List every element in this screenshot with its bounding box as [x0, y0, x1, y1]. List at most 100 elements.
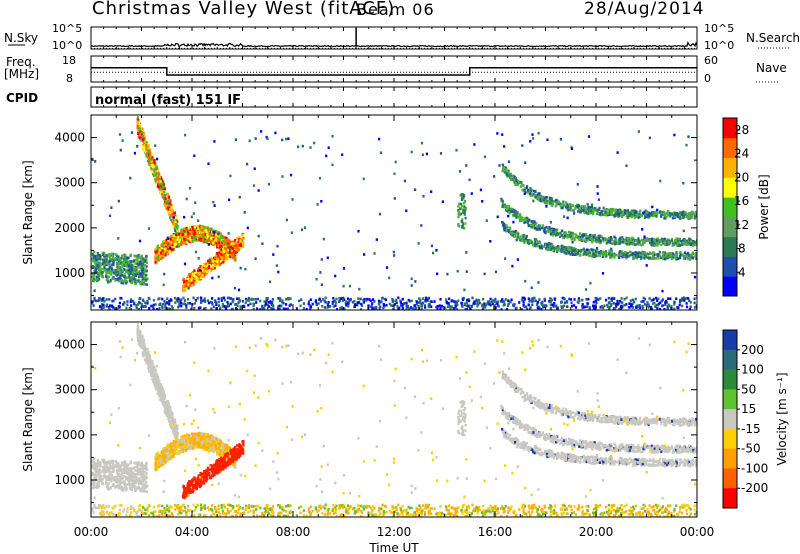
- power-echo: [467, 298, 470, 301]
- power-echo: [583, 205, 587, 208]
- power-echo: [149, 151, 152, 155]
- power-echo: [138, 127, 141, 131]
- power-echo: [455, 308, 458, 310]
- power-echo: [601, 250, 604, 254]
- power-echo: [187, 284, 190, 288]
- power-echo: [419, 301, 422, 305]
- power-echo: [103, 263, 106, 267]
- power-echo: [616, 209, 620, 212]
- power-echo: [101, 271, 104, 274]
- power-echo: [545, 304, 548, 307]
- power-echo: [266, 303, 269, 307]
- power-echo: [512, 213, 515, 217]
- power-echo: [488, 303, 491, 306]
- power-echo: [671, 244, 674, 247]
- power-echo: [176, 299, 179, 303]
- power-echo: [478, 301, 481, 305]
- power-echo: [193, 238, 196, 242]
- power-echo: [211, 241, 215, 245]
- power-echo: [563, 297, 566, 301]
- power-echo: [555, 229, 558, 232]
- power-echo: [216, 252, 219, 255]
- power-echo: [135, 269, 138, 272]
- power-echo: [359, 297, 362, 301]
- power-echo: [191, 234, 195, 238]
- power-echo: [169, 208, 172, 211]
- power-echo: [125, 276, 128, 279]
- power-echo: [526, 239, 529, 242]
- power-echo: [420, 303, 424, 306]
- power-echo: [136, 260, 139, 263]
- power-echo: [105, 278, 108, 282]
- power-echo: [202, 240, 205, 244]
- power-echo: [539, 195, 542, 198]
- power-echo: [155, 165, 158, 168]
- power-echo: [162, 245, 165, 249]
- power-echo: [213, 263, 216, 266]
- power-echo: [126, 265, 129, 269]
- power-echo: [237, 238, 240, 241]
- power-echo: [686, 243, 690, 246]
- power-echo: [616, 299, 619, 303]
- power-echo: [129, 272, 133, 275]
- power-echo: [164, 306, 167, 310]
- power-echo: [601, 213, 605, 216]
- power-echo: [114, 297, 117, 301]
- power-echo: [242, 237, 245, 240]
- power-echo: [493, 305, 496, 309]
- power-echo: [234, 303, 237, 306]
- power-echo: [154, 173, 157, 177]
- power-echo: [231, 307, 234, 310]
- power-echo: [573, 238, 576, 242]
- power-echo: [511, 178, 515, 181]
- power-echo: [196, 296, 199, 300]
- power-echo: [505, 208, 508, 211]
- power-echo: [619, 299, 622, 303]
- power-echo: [223, 241, 226, 244]
- power-echo: [526, 219, 529, 222]
- power-echo: [215, 301, 218, 304]
- power-echo: [136, 266, 139, 269]
- power-echo: [228, 296, 231, 300]
- power-echo: [603, 213, 606, 216]
- power-echo: [205, 228, 208, 232]
- power-echo: [652, 298, 655, 302]
- power-echo: [140, 263, 144, 267]
- power-echo: [91, 257, 94, 261]
- power-echo: [139, 257, 142, 260]
- power-echo: [637, 239, 640, 242]
- power-echo: [143, 139, 147, 142]
- power-echo: [218, 251, 221, 254]
- power-echo: [160, 257, 163, 260]
- power-echo: [628, 242, 631, 245]
- power-echo: [656, 243, 659, 247]
- power-echo: [101, 306, 104, 309]
- power-echo: [103, 266, 106, 269]
- power-echo: [241, 240, 244, 244]
- power-echo: [194, 270, 197, 273]
- power-echo: [211, 229, 214, 232]
- power-echo: [347, 304, 350, 308]
- power-echo: [224, 236, 227, 240]
- power-echo: [638, 306, 642, 310]
- power-echo: [93, 298, 96, 302]
- power-echo: [260, 307, 264, 310]
- power-echo: [640, 300, 643, 303]
- power-echo: [620, 297, 623, 300]
- power-echo: [606, 303, 609, 307]
- power-echo: [692, 211, 695, 215]
- power-echo: [547, 228, 550, 231]
- power-echo: [670, 213, 674, 216]
- power-echo: [165, 205, 168, 208]
- power-echo: [602, 209, 605, 213]
- power-echo: [173, 219, 176, 223]
- power-echo: [560, 206, 563, 210]
- power-echo: [125, 269, 128, 272]
- power-echo: [110, 270, 114, 274]
- power-echo: [683, 299, 686, 302]
- power-echo: [133, 259, 136, 262]
- power-echo: [136, 122, 139, 125]
- power-echo: [222, 240, 225, 243]
- power-echo: [92, 272, 95, 275]
- power-echo: [168, 236, 171, 240]
